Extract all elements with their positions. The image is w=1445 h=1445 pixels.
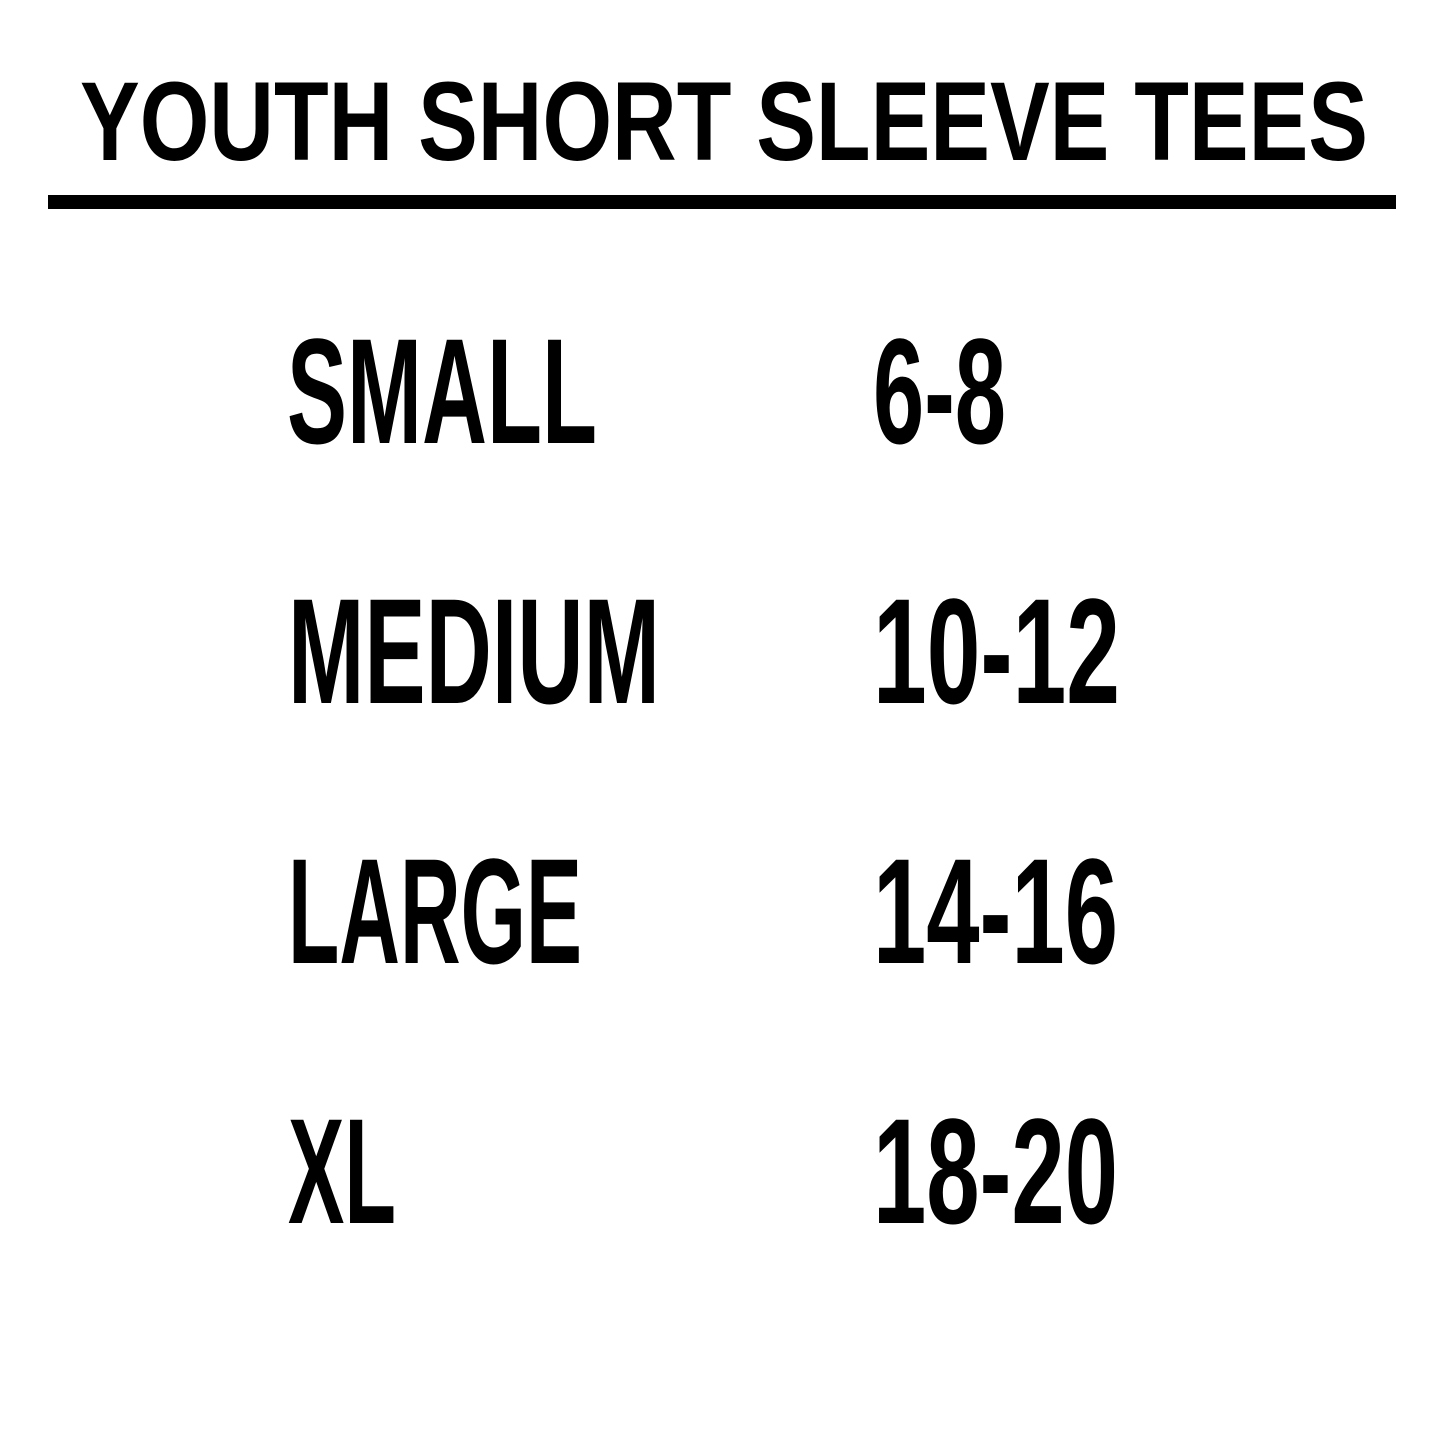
size-range: 6-8 (873, 307, 1006, 475)
size-label: SMALL (287, 307, 597, 475)
size-label: LARGE (288, 827, 582, 995)
size-row: LARGE 14-16 (288, 827, 1118, 995)
title-divider (48, 195, 1396, 209)
page-title: YOUTH SHORT SLEEVE TEES (80, 59, 1368, 184)
size-row: MEDIUM 10-12 (288, 567, 1120, 735)
size-label: MEDIUM (288, 567, 660, 735)
size-row: XL 18-20 (288, 1087, 1118, 1255)
size-range: 18-20 (873, 1087, 1118, 1255)
size-label: XL (288, 1087, 396, 1255)
size-range: 14-16 (873, 827, 1118, 995)
size-range: 10-12 (873, 567, 1120, 735)
size-row: SMALL 6-8 (287, 307, 1006, 475)
